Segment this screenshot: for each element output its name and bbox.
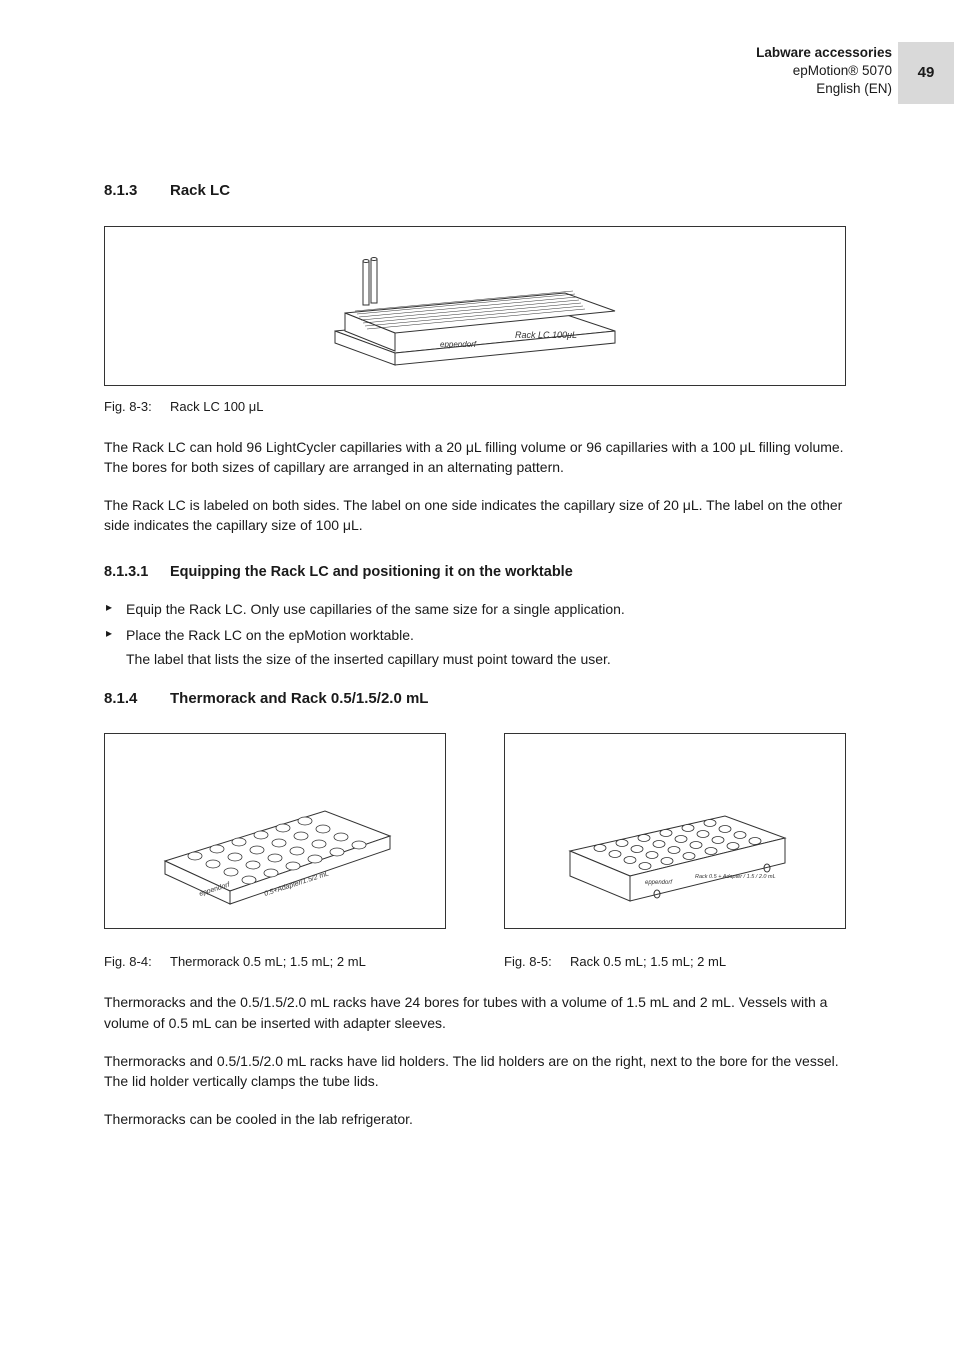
page-number-tab: 49 xyxy=(898,42,954,104)
paragraph: The Rack LC can hold 96 LightCycler capi… xyxy=(104,437,846,478)
figure-label-text: Rack LC 100μL xyxy=(515,330,577,340)
figure-8-4: eppendorf 0.5+Adapter/1.5/2 mL xyxy=(104,733,446,929)
figure-brand-text: eppendorf xyxy=(440,340,477,349)
figure-caption-row: Fig. 8-4:Thermorack 0.5 mL; 1.5 mL; 2 mL… xyxy=(104,953,846,972)
page-header: Labware accessories epMotion® 5070 Engli… xyxy=(756,44,892,99)
header-language: English (EN) xyxy=(756,80,892,98)
page-number: 49 xyxy=(918,62,935,84)
figure-caption-8-4: Fig. 8-4:Thermorack 0.5 mL; 1.5 mL; 2 mL xyxy=(104,953,446,972)
rack-illustration: eppendorf Rack 0.5 + Adapter / 1.5 / 2.0… xyxy=(545,756,805,906)
list-item-text: Place the Rack LC on the epMotion workta… xyxy=(126,627,414,643)
paragraph: Thermoracks and 0.5/1.5/2.0 mL racks hav… xyxy=(104,1051,846,1092)
section-title: Thermorack and Rack 0.5/1.5/2.0 mL xyxy=(170,690,428,707)
section-number: 8.1.3 xyxy=(104,180,170,202)
figure-caption-8-3: Fig. 8-3:Rack LC 100 μL xyxy=(104,398,846,417)
paragraph: The Rack LC is labeled on both sides. Th… xyxy=(104,495,846,536)
header-title: Labware accessories xyxy=(756,44,892,62)
paragraph: Thermoracks and the 0.5/1.5/2.0 mL racks… xyxy=(104,992,846,1033)
subsection-number: 8.1.3.1 xyxy=(104,562,170,583)
figure-label: Fig. 8-4: xyxy=(104,953,170,972)
thermorack-illustration: eppendorf 0.5+Adapter/1.5/2 mL xyxy=(145,756,405,906)
figure-label-text: Rack 0.5 + Adapter / 1.5 / 2.0 mL xyxy=(695,874,776,880)
subsection-title: Equipping the Rack LC and positioning it… xyxy=(170,564,573,580)
list-item: Equip the Rack LC. Only use capillaries … xyxy=(104,599,846,619)
figure-8-5: eppendorf Rack 0.5 + Adapter / 1.5 / 2.0… xyxy=(504,733,846,929)
section-heading-814: 8.1.4Thermorack and Rack 0.5/1.5/2.0 mL xyxy=(104,688,846,710)
page-content: 8.1.3Rack LC eppendorf xyxy=(104,180,846,1148)
figure-brand-text: eppendorf xyxy=(645,880,673,886)
figure-label: Fig. 8-3: xyxy=(104,398,170,417)
section-number: 8.1.4 xyxy=(104,688,170,710)
figure-caption-text: Rack 0.5 mL; 1.5 mL; 2 mL xyxy=(570,954,726,969)
header-product: epMotion® 5070 xyxy=(756,62,892,80)
rack-lc-illustration: eppendorf Rack LC 100μL xyxy=(315,241,635,371)
figure-caption-text: Rack LC 100 μL xyxy=(170,399,263,414)
figure-8-3: eppendorf Rack LC 100μL xyxy=(104,226,846,386)
section-title: Rack LC xyxy=(170,182,230,199)
list-item-note: The label that lists the size of the ins… xyxy=(126,649,846,669)
figure-caption-text: Thermorack 0.5 mL; 1.5 mL; 2 mL xyxy=(170,954,366,969)
figure-row: eppendorf 0.5+Adapter/1.5/2 mL xyxy=(104,733,846,941)
instruction-list: Equip the Rack LC. Only use capillaries … xyxy=(104,599,846,670)
section-heading-813: 8.1.3Rack LC xyxy=(104,180,846,202)
list-item-text: Equip the Rack LC. Only use capillaries … xyxy=(126,601,625,617)
list-item: Place the Rack LC on the epMotion workta… xyxy=(104,625,846,670)
paragraph: Thermoracks can be cooled in the lab ref… xyxy=(104,1109,846,1129)
subsection-heading-8131: 8.1.3.1Equipping the Rack LC and positio… xyxy=(104,562,846,583)
figure-label: Fig. 8-5: xyxy=(504,953,570,972)
figure-caption-8-5: Fig. 8-5:Rack 0.5 mL; 1.5 mL; 2 mL xyxy=(504,953,846,972)
